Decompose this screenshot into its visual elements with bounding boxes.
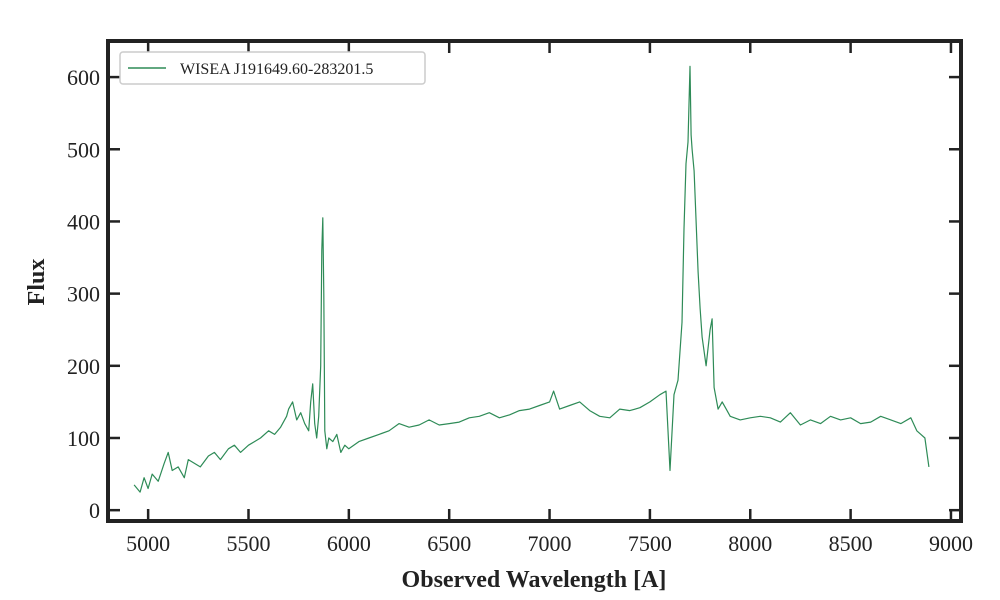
x-tick-label: 8000 <box>728 531 772 556</box>
y-tick-label: 600 <box>67 65 100 90</box>
x-tick-label: 6500 <box>427 531 471 556</box>
y-tick-label: 500 <box>67 137 100 162</box>
x-axis-label: Observed Wavelength [A] <box>402 567 667 593</box>
x-tick-label: 8500 <box>829 531 873 556</box>
legend-entry-label: WISEA J191649.60-283201.5 <box>180 61 373 78</box>
x-tick-label: 5000 <box>126 531 170 556</box>
legend-box <box>119 51 426 85</box>
axes-frame <box>106 39 963 523</box>
y-tick-label: 400 <box>67 209 100 234</box>
x-tick-label: 9000 <box>929 531 973 556</box>
x-tick-label: 6000 <box>327 531 371 556</box>
x-tick-label: 5500 <box>226 531 270 556</box>
spectrum-series-line <box>133 65 930 493</box>
legend: WISEA J191649.60-283201.5 <box>119 51 426 85</box>
y-tick-label: 300 <box>67 282 100 307</box>
plot-area <box>133 65 930 493</box>
y-axis-ticks: 0 100 200 300 400 500 600 <box>67 65 961 523</box>
y-tick-label: 100 <box>67 426 100 451</box>
x-tick-label: 7500 <box>628 531 672 556</box>
y-tick-label: 200 <box>67 354 100 379</box>
x-tick-label: 7000 <box>528 531 572 556</box>
x-axis-ticks: 5000 5500 6000 6500 7000 7500 8000 8500 9000 <box>126 41 973 556</box>
y-tick-label: 0 <box>89 498 100 523</box>
y-axis-label: Flux <box>24 259 50 306</box>
